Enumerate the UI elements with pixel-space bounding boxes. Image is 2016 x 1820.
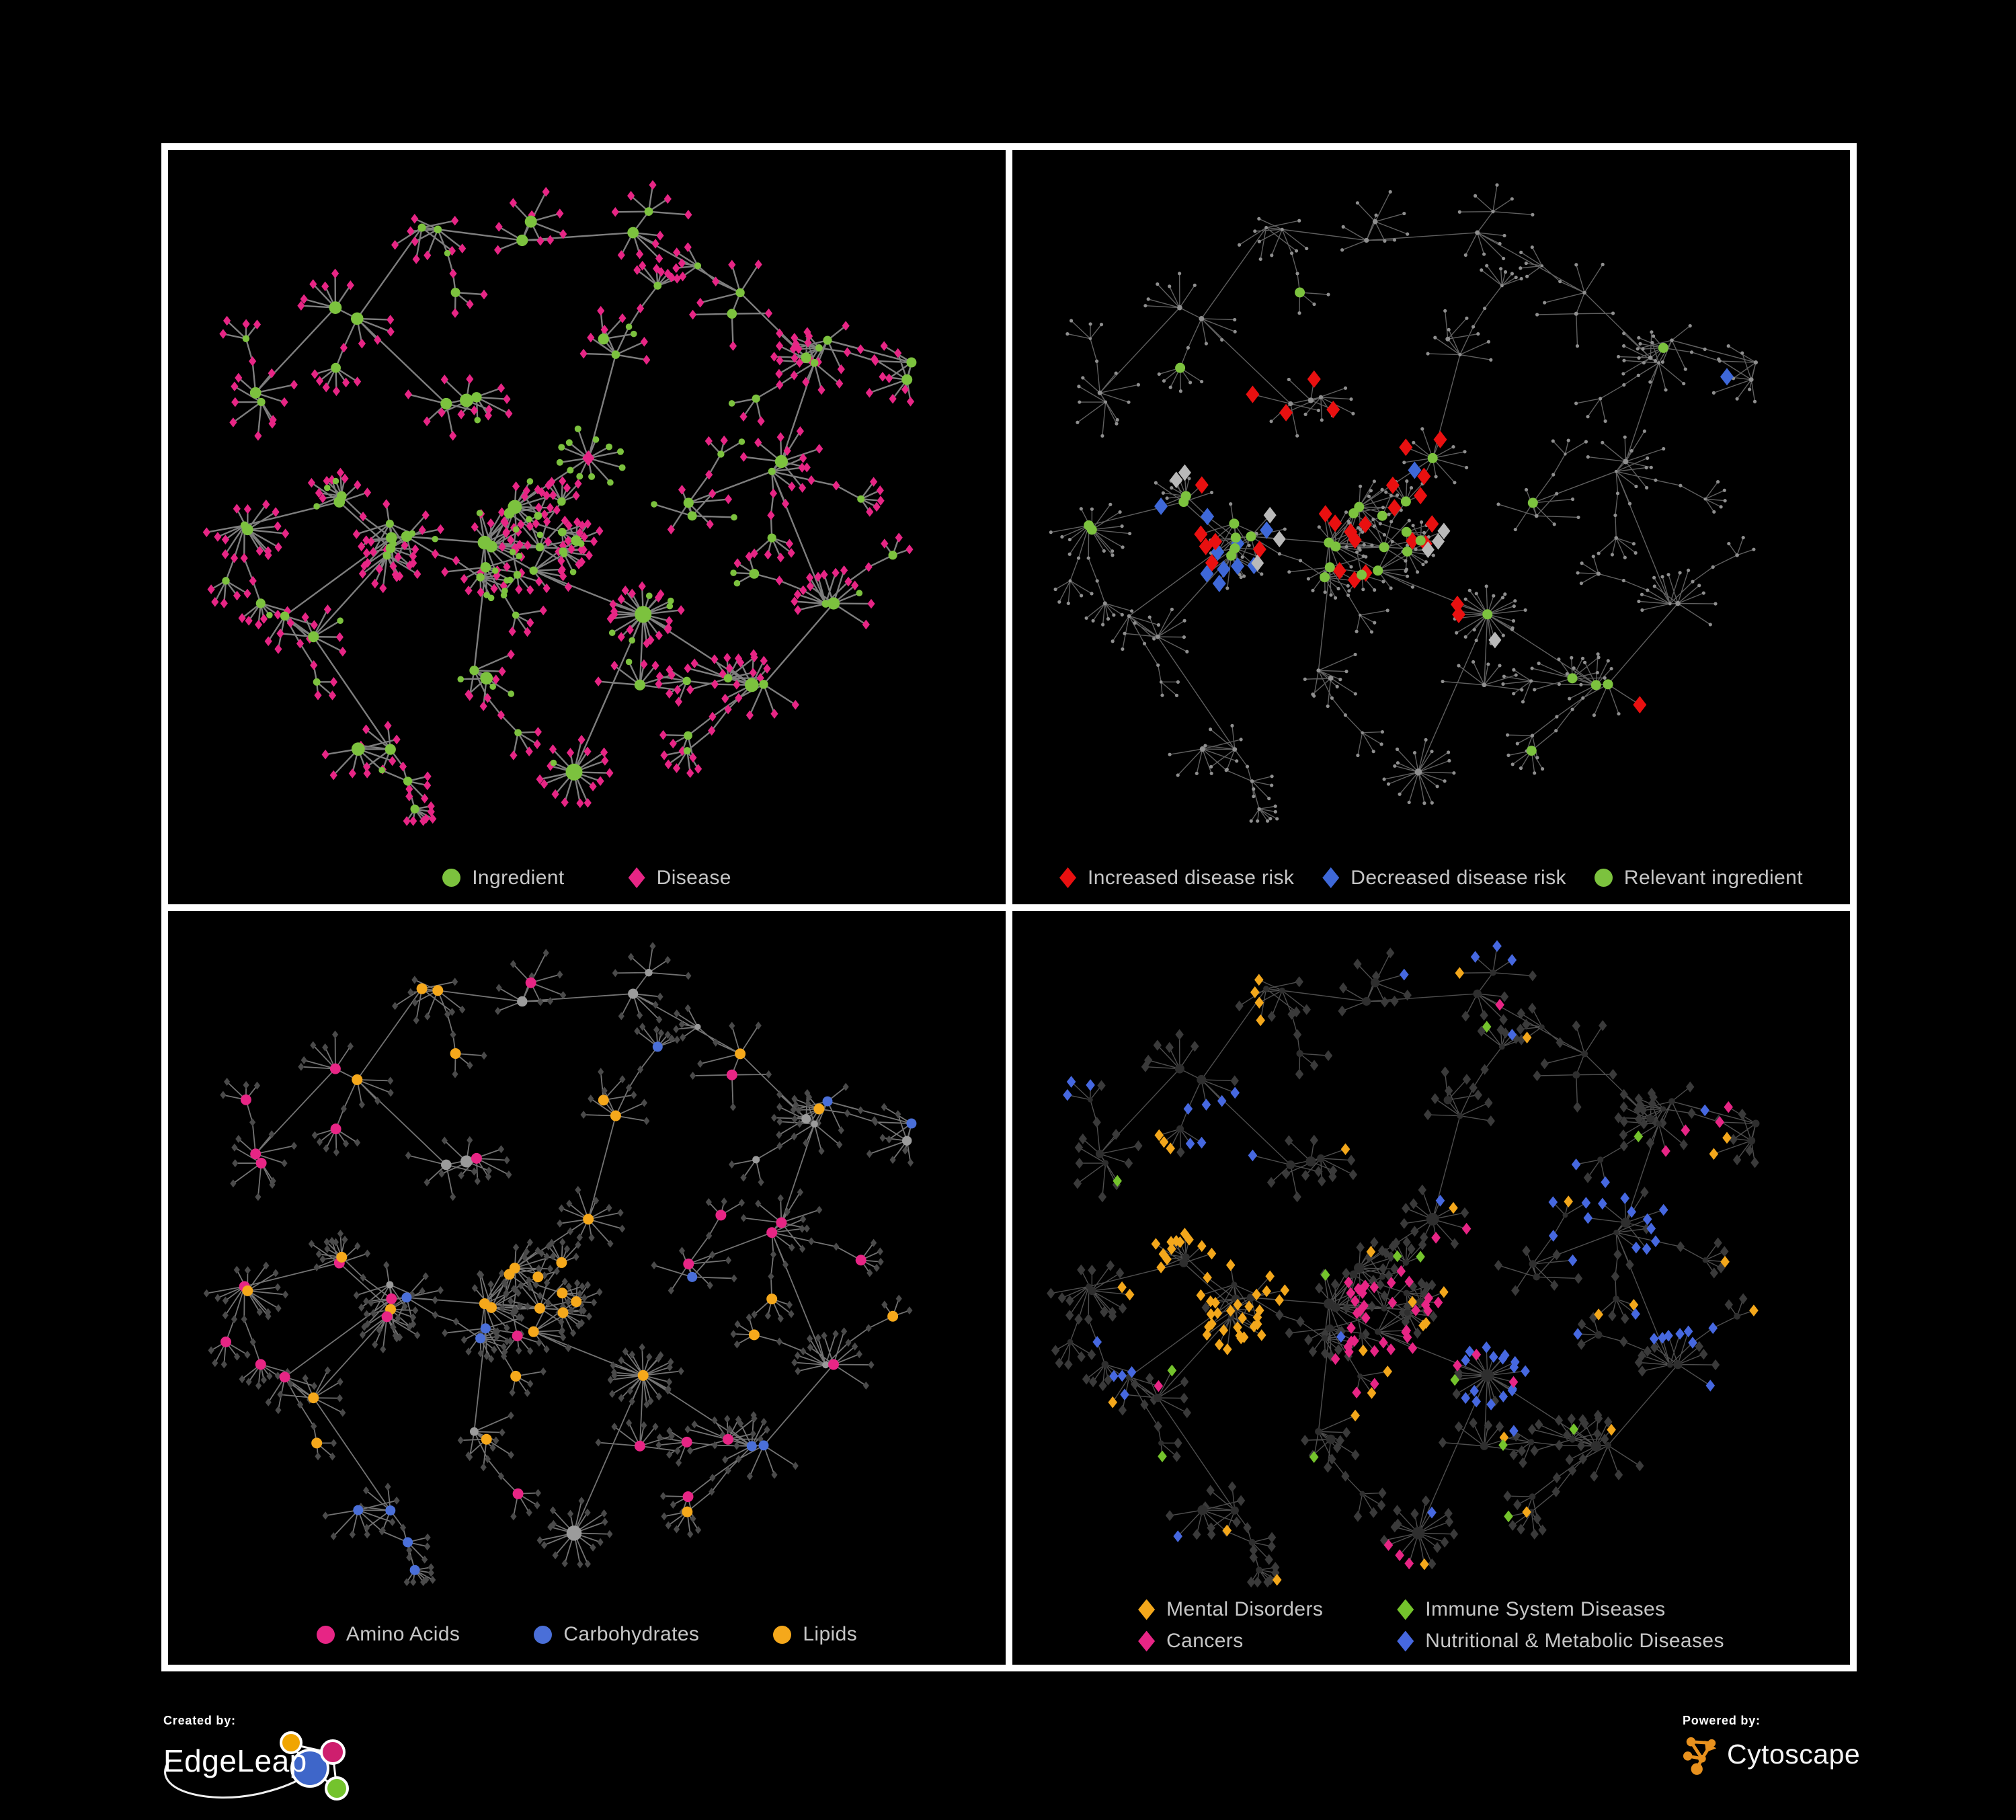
edgeleap-logo: EdgeLeap bbox=[163, 1731, 392, 1815]
legend-item-ingredient: Ingredient bbox=[442, 867, 564, 889]
panel-nutrient-classes: Amino Acids Carbohydrates Lipids bbox=[168, 910, 1006, 1665]
powered-by-label: Powered by: bbox=[1683, 1714, 1761, 1727]
panels-grid: Ingredient Disease Increased disease ris… bbox=[161, 143, 1857, 1671]
legend-item-lipids: Lipids bbox=[773, 1623, 857, 1646]
network-graph-nutrient-classes bbox=[203, 941, 917, 1586]
decreased-risk-diamond-marker bbox=[1322, 867, 1340, 888]
cancers-diamond-marker bbox=[1138, 1630, 1156, 1652]
cytoscape-logo: Cytoscape bbox=[1683, 1733, 1860, 1775]
legend-item-cancers: Cancers bbox=[1138, 1630, 1323, 1653]
legend-label: Amino Acids bbox=[346, 1623, 460, 1645]
legend-item-relevant-ingredient: Relevant ingredient bbox=[1594, 866, 1803, 889]
edgeleap-network-icon bbox=[164, 1731, 349, 1801]
legend-label: Nutritional & Metabolic Diseases bbox=[1425, 1630, 1724, 1652]
relevant-ingredient-circle-marker bbox=[1594, 869, 1613, 887]
legend-label: Lipids bbox=[803, 1623, 858, 1645]
legend-label: Disease bbox=[656, 866, 731, 889]
legend-label: Ingredient bbox=[472, 866, 565, 889]
network-graph-ingredient-disease bbox=[202, 180, 917, 826]
ingredient-circle-marker bbox=[442, 869, 461, 887]
legend-item-immune-system-diseases: Immune System Diseases bbox=[1397, 1598, 1724, 1621]
legend-nutrient-classes: Amino Acids Carbohydrates Lipids bbox=[168, 1623, 1006, 1646]
mental-disorders-diamond-marker bbox=[1138, 1599, 1156, 1620]
legend-disease-categories: Mental Disorders Immune System Diseases … bbox=[1012, 1598, 1850, 1653]
legend-item-increased-risk: Increased disease risk bbox=[1059, 867, 1294, 889]
edgeleap-wordmark: EdgeLeap bbox=[163, 1743, 307, 1778]
legend-item-amino-acids: Amino Acids bbox=[316, 1623, 460, 1646]
amino-acids-circle-marker bbox=[316, 1625, 335, 1644]
network-graph-disease-risk bbox=[1049, 183, 1758, 823]
legend-label: Increased disease risk bbox=[1088, 866, 1295, 889]
legend-ingredient-disease: Ingredient Disease bbox=[168, 867, 1006, 889]
legend-item-mental-disorders: Mental Disorders bbox=[1138, 1598, 1323, 1621]
legend-label: Relevant ingredient bbox=[1623, 866, 1803, 889]
legend-disease-risk: Increased disease risk Decreased disease… bbox=[1012, 867, 1850, 889]
legend-label: Immune System Diseases bbox=[1425, 1598, 1666, 1620]
powered-by-block: Powered by: Cytoscape bbox=[1683, 1714, 1860, 1775]
panel-ingredient-disease: Ingredient Disease bbox=[168, 150, 1006, 904]
cytoscape-network-icon bbox=[1683, 1737, 1717, 1775]
carbohydrates-circle-marker bbox=[534, 1625, 553, 1644]
panel-disease-risk: Increased disease risk Decreased disease… bbox=[1012, 150, 1850, 904]
immune-system-diamond-marker bbox=[1397, 1599, 1414, 1620]
legend-item-decreased-risk: Decreased disease risk bbox=[1322, 867, 1566, 889]
created-by-block: Created by: EdgeLeap bbox=[163, 1714, 392, 1815]
cytoscape-wordmark: Cytoscape bbox=[1727, 1738, 1861, 1770]
legend-label: Carbohydrates bbox=[563, 1623, 700, 1645]
lipids-circle-marker bbox=[773, 1625, 792, 1644]
nutritional-metabolic-diamond-marker bbox=[1397, 1630, 1414, 1652]
network-graph-disease-categories bbox=[1047, 939, 1760, 1587]
legend-label: Mental Disorders bbox=[1166, 1598, 1324, 1620]
created-by-label: Created by: bbox=[163, 1714, 236, 1727]
legend-label: Decreased disease risk bbox=[1350, 866, 1566, 889]
legend-item-disease: Disease bbox=[628, 866, 731, 889]
legend-label: Cancers bbox=[1166, 1630, 1244, 1652]
legend-item-carbohydrates: Carbohydrates bbox=[534, 1623, 699, 1646]
increased-risk-diamond-marker bbox=[1059, 867, 1076, 888]
disease-diamond-marker bbox=[628, 867, 645, 888]
panel-disease-categories: Mental Disorders Immune System Diseases … bbox=[1012, 910, 1850, 1665]
legend-item-nutritional-metabolic: Nutritional & Metabolic Diseases bbox=[1397, 1630, 1724, 1653]
